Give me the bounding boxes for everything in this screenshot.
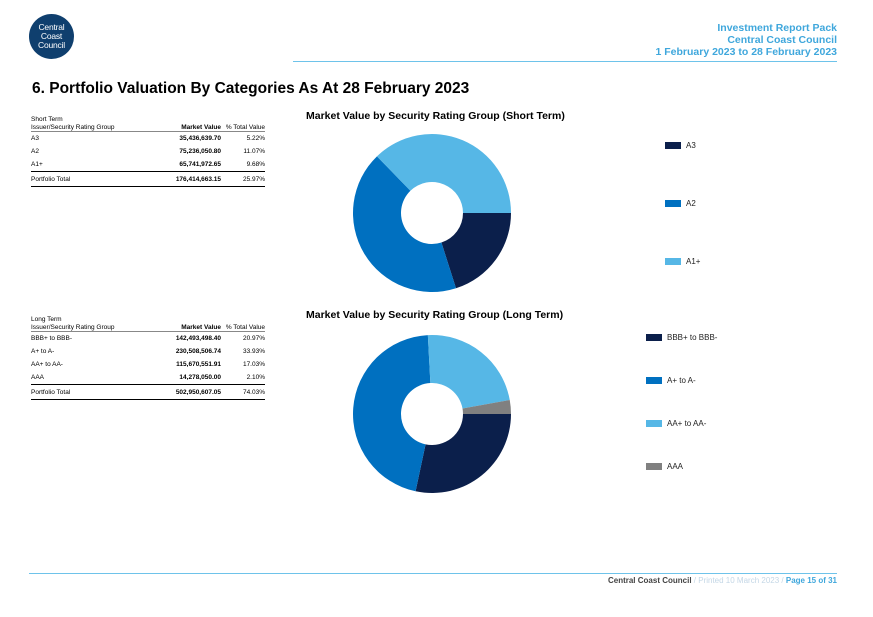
total-label: Portfolio Total	[31, 175, 71, 183]
row-group: AA+ to AA-	[31, 361, 63, 368]
header-council-name: Central Coast Council	[727, 34, 837, 46]
legend-item-a-to-a: A+ to A-	[646, 376, 696, 385]
short-term-donut-chart	[353, 134, 511, 292]
table-row: A2 75,236,050.80 11.07%	[31, 145, 265, 158]
row-pct: 11.07%	[243, 148, 265, 155]
long-term-donut-chart	[353, 335, 511, 493]
page-footer: Central Coast Council / Printed 10 March…	[607, 576, 837, 585]
report-header: Investment Report Pack Central Coast Cou…	[655, 22, 837, 58]
total-value: 176,414,663.15	[175, 175, 221, 183]
row-group: BBB+ to BBB-	[31, 335, 73, 342]
slice-a3	[441, 213, 511, 289]
total-pct: 74.03%	[242, 388, 265, 396]
row-group: A1+	[31, 161, 43, 168]
row-pct: 5.22%	[246, 135, 265, 142]
legend-label: A+ to A-	[667, 376, 696, 385]
table-row: AAA 14,278,050.00 2.10%	[31, 371, 265, 384]
logo-line-2: Coast	[40, 31, 63, 41]
row-pct: 33.93%	[242, 348, 265, 355]
header-period: 1 February 2023 to 28 February 2023	[655, 46, 837, 58]
table-header: Short Term Issuer/Security Rating Group …	[31, 114, 265, 132]
slice-a1	[376, 134, 511, 213]
table-total-row: Portfolio Total 502,950,607.05 74.03%	[31, 384, 265, 400]
row-pct: 20.97%	[242, 335, 265, 342]
legend-label: A1+	[686, 257, 701, 266]
row-value: 75,236,050.80	[179, 148, 221, 155]
footer-page-number: Page 15 of 31	[785, 576, 837, 585]
caption-term: Long Term	[31, 316, 62, 323]
caption-group: Issuer/Security Rating Group	[31, 323, 115, 331]
long-term-table: Long Term Issuer/Security Rating Group M…	[31, 314, 265, 400]
slice-a2	[353, 156, 457, 292]
legend-item-bbb-to-bbb: BBB+ to BBB-	[646, 333, 717, 342]
page-title: 6. Portfolio Valuation By Categories As …	[32, 80, 470, 97]
logo-line-1: Central	[38, 22, 65, 32]
long-term-chart-title: Market Value by Security Rating Group (L…	[306, 309, 564, 321]
row-value: 65,741,972.65	[179, 161, 221, 168]
legend-swatch	[646, 420, 662, 427]
legend-label: BBB+ to BBB-	[667, 333, 718, 342]
short-term-chart-title: Market Value by Security Rating Group (S…	[306, 110, 565, 122]
table-row: A+ to A- 230,508,506.74 33.93%	[31, 345, 265, 358]
row-value: 230,508,506.74	[175, 348, 221, 355]
legend-swatch	[665, 258, 681, 265]
legend-label: A2	[686, 199, 696, 208]
legend-item-a3: A3	[665, 141, 696, 150]
legend-swatch	[646, 377, 662, 384]
logo-line-3: Council	[38, 40, 65, 50]
legend-swatch	[665, 200, 681, 207]
legend-item-aaa: AAA	[646, 462, 683, 471]
caption-group: Issuer/Security Rating Group	[31, 123, 115, 131]
col-pct-total: % Total Value	[225, 324, 265, 331]
header-divider	[293, 61, 837, 62]
slice-aa-to-aa	[427, 335, 510, 409]
slice-bbb-to-bbb	[415, 414, 511, 493]
slice-a-to-a	[353, 335, 431, 492]
footer-divider	[29, 573, 837, 574]
col-pct-total: % Total Value	[225, 124, 265, 131]
row-group: AAA	[31, 374, 45, 381]
row-pct: 17.03%	[242, 361, 265, 368]
table-caption: Long Term Issuer/Security Rating Group	[31, 316, 146, 331]
row-group: A2	[31, 148, 39, 155]
legend-label: A3	[686, 141, 696, 150]
row-value: 14,278,050.00	[179, 374, 221, 381]
legend-swatch	[646, 463, 662, 470]
legend-swatch	[665, 142, 681, 149]
table-header: Long Term Issuer/Security Rating Group M…	[31, 314, 265, 332]
table-row: AA+ to AA- 115,670,551.91 17.03%	[31, 358, 265, 371]
legend-item-a1: A1+	[665, 257, 700, 266]
total-value: 502,950,607.05	[175, 388, 221, 396]
table-caption: Short Term Issuer/Security Rating Group	[31, 116, 146, 131]
legend-item-aa-to-aa: AA+ to AA-	[646, 419, 706, 428]
total-label: Portfolio Total	[31, 388, 71, 396]
legend-item-a2: A2	[665, 199, 696, 208]
council-logo: Central Coast Council	[29, 14, 74, 59]
table-row: BBB+ to BBB- 142,493,498.40 20.97%	[31, 332, 265, 345]
short-term-table: Short Term Issuer/Security Rating Group …	[31, 114, 265, 187]
table-row: A1+ 65,741,972.65 9.68%	[31, 158, 265, 171]
header-report-name: Investment Report Pack	[717, 22, 837, 34]
caption-term: Short Term	[31, 116, 63, 123]
table-row: A3 35,436,639.70 5.22%	[31, 132, 265, 145]
row-group: A+ to A-	[31, 348, 55, 355]
row-group: A3	[31, 135, 39, 142]
table-total-row: Portfolio Total 176,414,663.15 25.97%	[31, 171, 265, 187]
row-value: 35,436,639.70	[179, 135, 221, 142]
footer-org: Central Coast Council	[607, 576, 692, 585]
legend-label: AAA	[667, 462, 684, 471]
col-market-value: Market Value	[181, 124, 221, 131]
row-pct: 2.10%	[246, 374, 265, 381]
row-value: 115,670,551.91	[176, 361, 221, 368]
legend-swatch	[646, 334, 662, 341]
row-value: 142,493,498.40	[175, 335, 221, 342]
legend-label: AA+ to AA-	[667, 419, 707, 428]
col-market-value: Market Value	[181, 324, 221, 331]
row-pct: 9.68%	[246, 161, 265, 168]
slice-aaa	[462, 399, 511, 414]
footer-printed: Printed 10 March 2023	[698, 576, 780, 585]
total-pct: 25.97%	[242, 175, 265, 183]
